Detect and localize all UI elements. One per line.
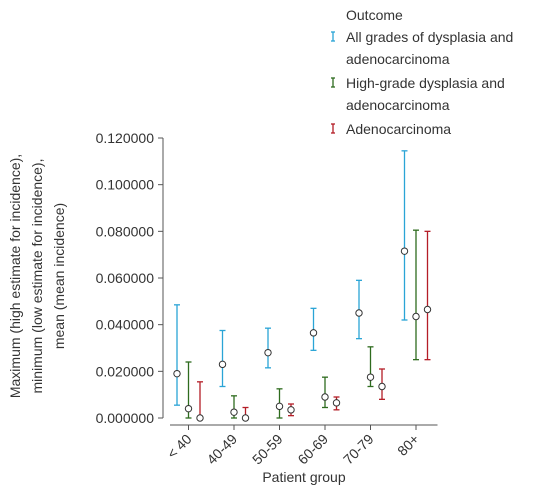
error-bar	[218, 329, 227, 388]
x-tick-label: 70-79	[340, 431, 377, 468]
error-bar	[412, 229, 420, 361]
error-bar	[173, 304, 181, 406]
y-tick-label: 0.040000	[96, 317, 155, 333]
y-tick-label: 0.120000	[96, 130, 155, 146]
mean-marker	[275, 402, 284, 411]
legend-entry-label: adenocarcinoma	[346, 51, 450, 67]
y-tick-label: 0.060000	[96, 270, 155, 286]
mean-marker	[184, 404, 193, 413]
error-bar	[400, 150, 409, 321]
mean-marker	[173, 369, 181, 378]
mean-marker	[218, 360, 227, 369]
y-axis-label: Maximum (high estimate for incidence), mi…	[7, 154, 67, 398]
error-bar	[184, 361, 193, 419]
legend-symbol	[331, 123, 335, 134]
x-tick-label: 60-69	[294, 431, 331, 468]
mean-marker	[423, 305, 432, 314]
error-bar	[332, 396, 341, 411]
legend-symbol	[331, 31, 335, 42]
mean-marker	[355, 309, 363, 317]
error-bar	[309, 307, 318, 351]
error-bar	[264, 327, 272, 369]
y-axis: 0.000000 0.020000 0.040000 0.060000 0.080000…	[96, 130, 164, 426]
mean-marker	[378, 382, 386, 391]
x-tick-label: 50-59	[249, 431, 286, 468]
mean-marker	[332, 399, 341, 407]
y-axis-label-line: minimum (low estimate for incidence),	[29, 159, 45, 394]
x-axis-label: Patient group	[262, 469, 345, 485]
error-bar	[423, 230, 432, 361]
error-bar	[287, 403, 295, 417]
legend-title: Outcome	[346, 7, 403, 23]
x-axis: < 40 40-49 50-59 60-69 70-79 80+	[164, 424, 438, 468]
mean-marker	[230, 408, 238, 416]
error-bar	[378, 368, 386, 400]
mean-marker	[287, 406, 295, 414]
y-tick-label: 0.100000	[96, 177, 155, 193]
legend-symbol	[331, 77, 335, 88]
error-bar	[230, 395, 238, 419]
error-bar	[366, 346, 375, 388]
legend-entry-label: All grades of dysplasia and	[346, 29, 513, 45]
y-tick-label: 0.080000	[96, 223, 155, 239]
y-axis-label-line: mean (mean incidence)	[51, 203, 67, 349]
x-tick-label: 40-49	[203, 431, 240, 468]
y-tick-label: 0.000000	[96, 410, 155, 426]
mean-marker	[366, 373, 375, 381]
error-bar	[196, 381, 204, 422]
mean-marker	[241, 414, 250, 422]
error-bar	[355, 279, 363, 340]
error-bar	[241, 406, 250, 422]
legend-entry-label: High-grade dysplasia and	[346, 75, 505, 91]
x-tick-label: 80+	[394, 431, 422, 459]
mean-marker	[264, 348, 272, 357]
legend-entry-label: adenocarcinoma	[346, 97, 450, 113]
mean-marker	[196, 414, 204, 422]
legend: Outcome All grades of dysplasia and adenoc…	[331, 7, 513, 137]
plot-marks	[173, 150, 432, 422]
y-axis-label-line: Maximum (high estimate for incidence),	[7, 154, 23, 398]
legend-entry-label: Adenocarcinoma	[346, 121, 451, 137]
mean-marker	[400, 247, 409, 255]
mean-marker	[309, 329, 318, 337]
error-bar	[321, 376, 329, 409]
mean-marker	[412, 312, 420, 321]
y-tick-label: 0.020000	[96, 363, 155, 379]
mean-marker	[321, 393, 329, 401]
x-tick-label: < 40	[164, 431, 195, 462]
error-bar	[275, 388, 284, 419]
